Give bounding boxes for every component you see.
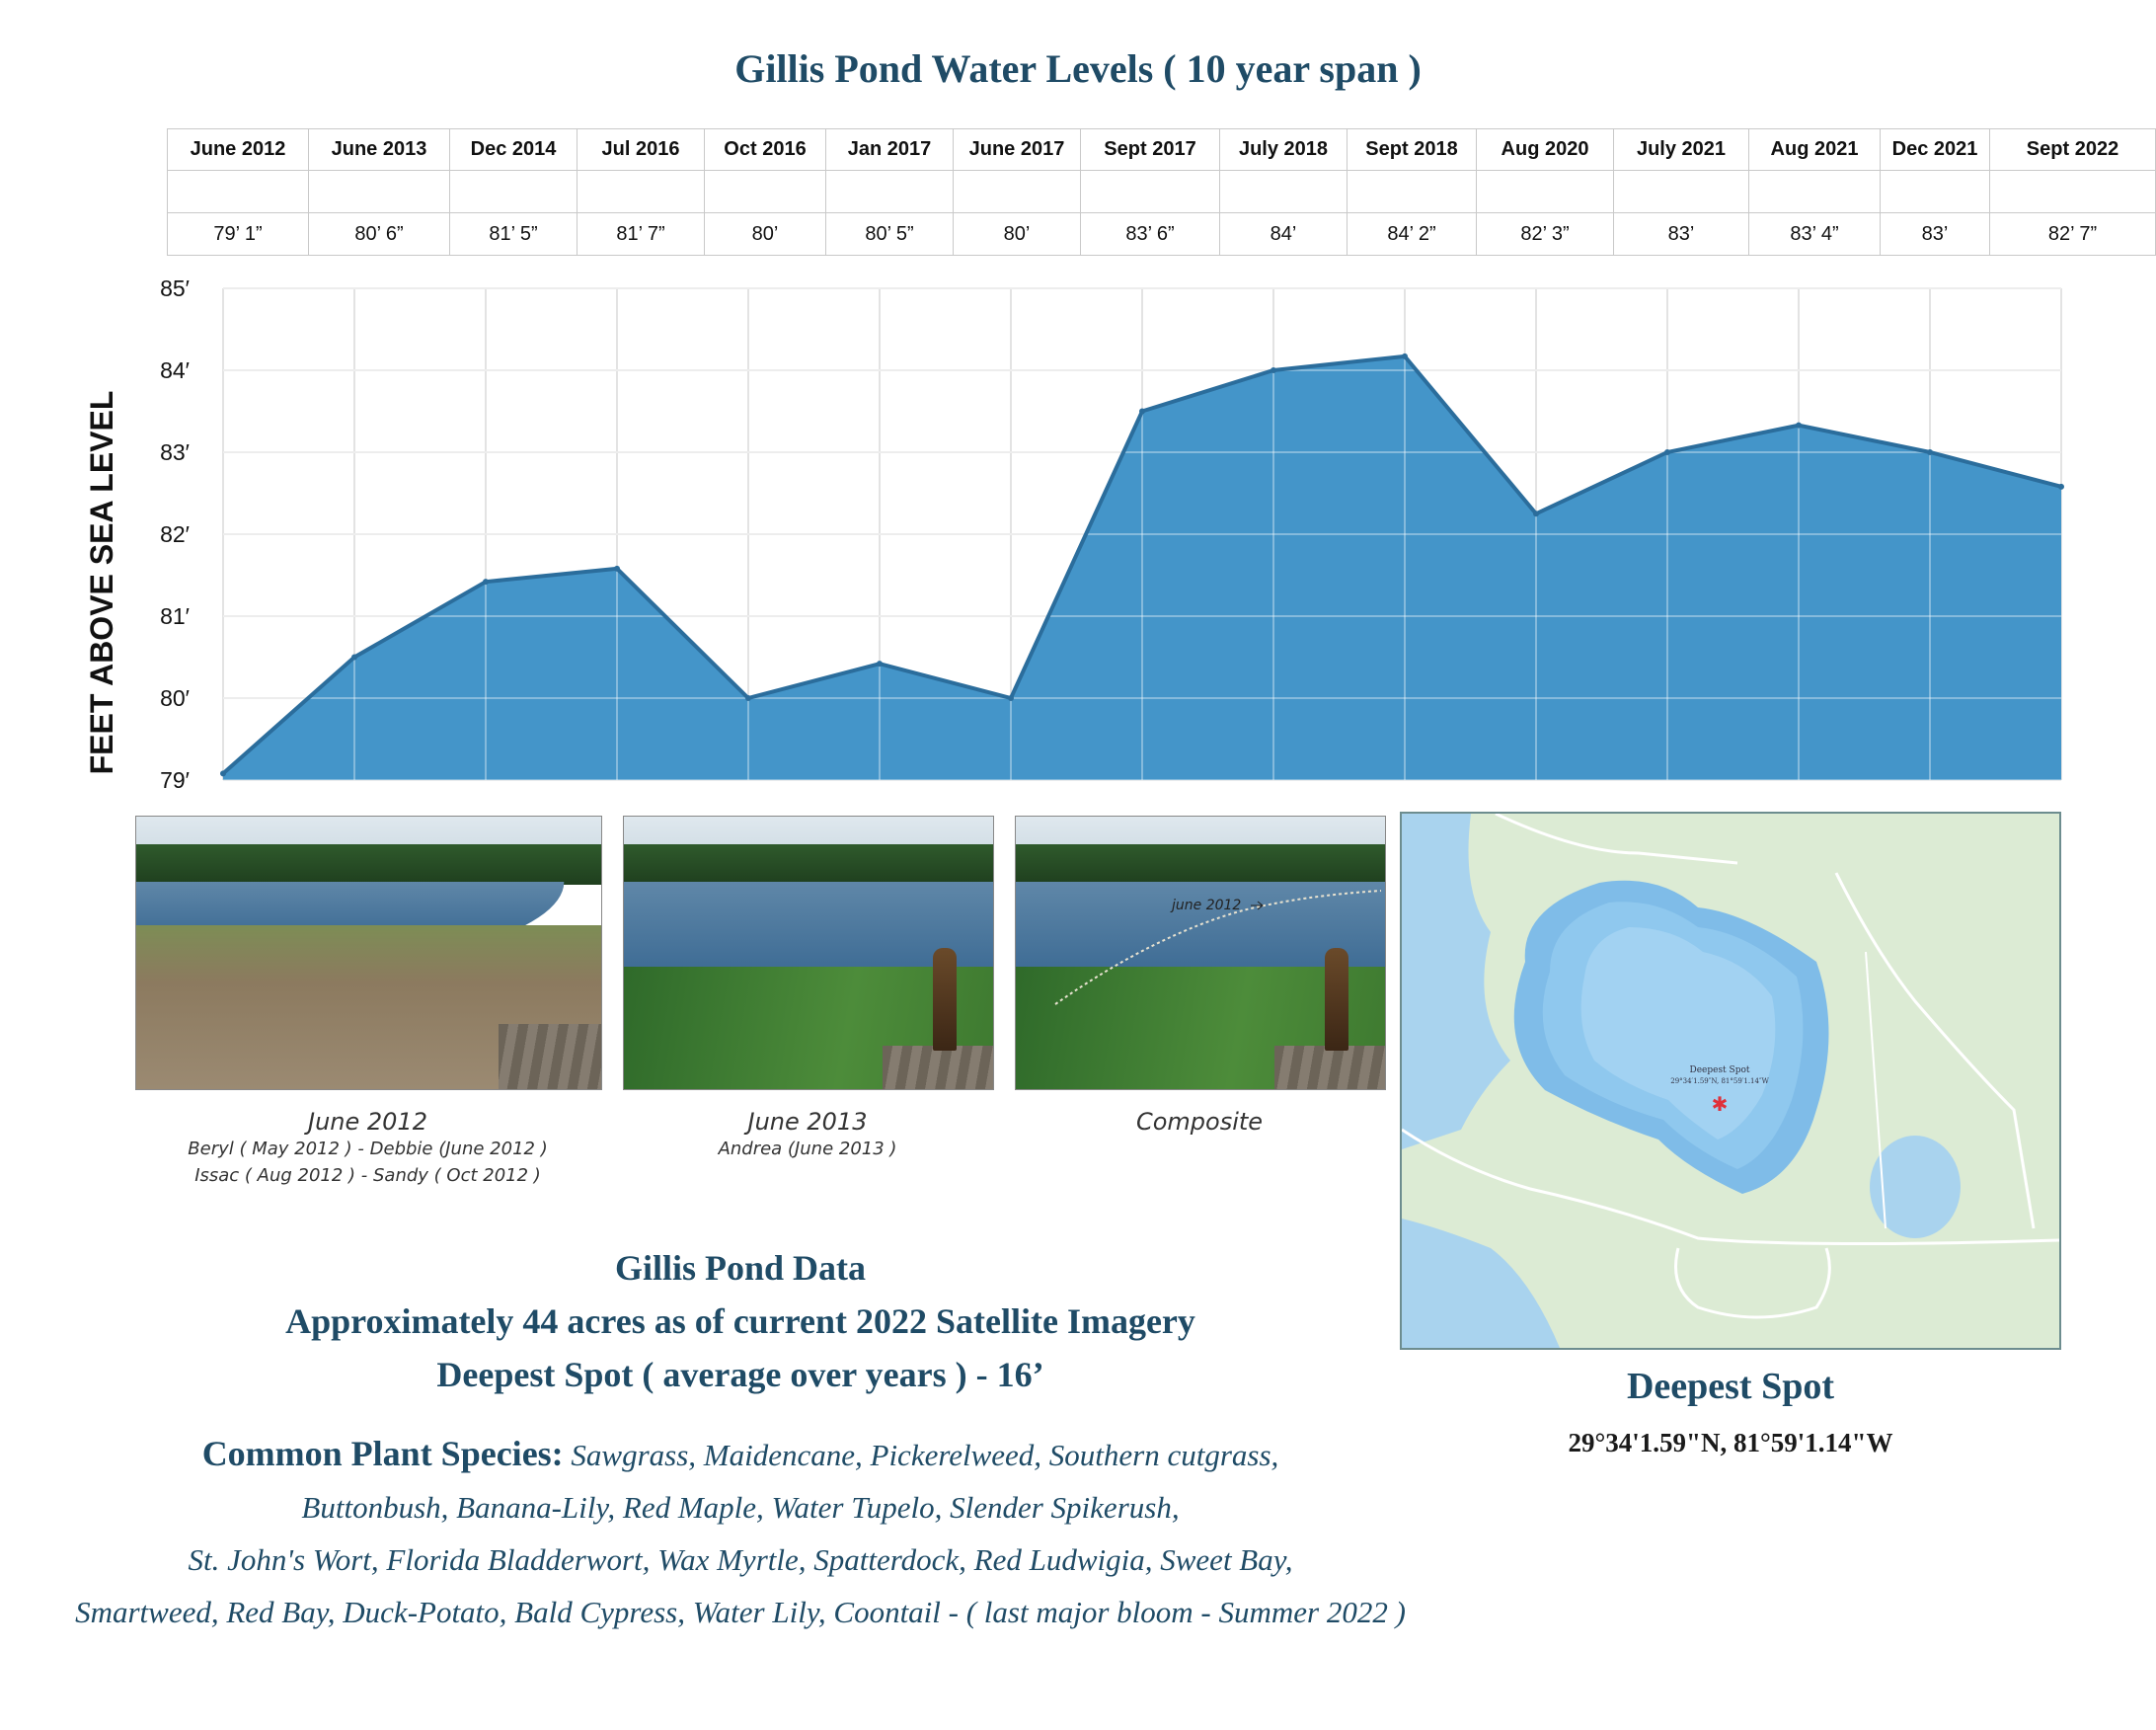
photo-composite: june 2012 <box>1015 816 1386 1090</box>
table-level-cell: 82’ 3” <box>1476 212 1614 256</box>
data-point <box>1008 695 1014 701</box>
table-level-cell: 84’ <box>1219 212 1348 256</box>
pond-acres: Approximately 44 acres as of current 202… <box>285 1301 1195 1341</box>
photo-june-2012 <box>135 816 602 1090</box>
table-empty-cell <box>825 170 954 213</box>
table-level-cell: 84’ 2” <box>1347 212 1477 256</box>
table-empty-cell <box>1613 170 1749 213</box>
data-point <box>220 770 226 777</box>
table-level-cell: 81’ 5” <box>449 212 578 256</box>
data-point <box>1796 422 1802 429</box>
pond-data-heading: Gillis Pond Data <box>614 1248 867 1288</box>
pond-depth-map: Deepest Spot 29°34′1.59″N, 81°59′1.14″W … <box>1400 812 2061 1350</box>
table-date-cell: Sept 2018 <box>1347 128 1477 171</box>
data-point <box>483 579 489 586</box>
plants-line-3: St. John's Wort, Florida Bladderwort, Wa… <box>188 1542 1293 1577</box>
table-empty-cell <box>704 170 826 213</box>
photo-caption-june-2012: June 2012 Beryl ( May 2012 ) - Debbie (J… <box>188 1108 548 1186</box>
y-tick-label: 82′ <box>160 521 190 547</box>
table-level-cell: 79’ 1” <box>167 212 309 256</box>
table-date-cell: June 2012 <box>167 128 309 171</box>
y-axis-label: FEET ABOVE SEA LEVEL <box>84 391 119 775</box>
chart-title: Gillis Pond Water Levels ( 10 year span … <box>734 46 1422 91</box>
deepest-spot-coords: 29°34'1.59"N, 81°59'1.14"W <box>1568 1428 1893 1457</box>
data-point <box>1533 511 1539 517</box>
table-level-cell: 83’ <box>1880 212 1990 256</box>
data-point <box>877 661 883 668</box>
area-series <box>220 287 2064 781</box>
water-level-area-chart: 79′ 80′ 81′ 82′ 83′ 84′ 85′ FEET ABOVE SEA LEV… <box>84 275 2064 793</box>
table-level-cell: 80’ <box>953 212 1081 256</box>
composite-outline: june 2012 <box>1054 890 1382 1005</box>
table-level-cell: 80’ 5” <box>825 212 954 256</box>
table-date-cell: Sept 2022 <box>1989 128 2156 171</box>
table-date-cell: Oct 2016 <box>704 128 826 171</box>
table-level-cell: 82’ 7” <box>1989 212 2156 256</box>
photo-june-2013 <box>623 816 994 1090</box>
deepest-spot-marker-icon: ✱ <box>1712 1094 1729 1116</box>
data-point <box>1402 353 1408 359</box>
table-date-cell: Jan 2017 <box>825 128 954 171</box>
map-deepest-label: Deepest Spot <box>1689 1065 1749 1075</box>
table-date-cell: July 2018 <box>1219 128 1348 171</box>
photo-caption-june-2013: June 2013 Andrea (June 2013 ) <box>718 1108 897 1159</box>
data-point <box>1927 449 1933 455</box>
water-level-table: June 2012 June 2013 Dec 2014 Jul 2016 Oct 20… <box>167 128 2156 256</box>
table-date-cell: Aug 2021 <box>1748 128 1881 171</box>
table-empty-cell <box>167 170 309 213</box>
data-point <box>614 565 620 572</box>
table-date-cell: Dec 2014 <box>449 128 578 171</box>
table-empty-cell <box>1219 170 1348 213</box>
y-tick-label: 81′ <box>160 603 190 629</box>
plants-heading: Common Plant Species: <box>201 1434 564 1473</box>
table-level-cell: 80’ <box>704 212 826 256</box>
y-tick-label: 85′ <box>160 275 190 301</box>
table-level-cell: 83’ 6” <box>1080 212 1220 256</box>
plants-line-2: Buttonbush, Banana-Lily, Red Maple, Wate… <box>301 1490 1180 1525</box>
photo-caption-composite: Composite <box>1135 1108 1264 1136</box>
data-point <box>351 654 357 661</box>
y-tick-label: 79′ <box>160 767 190 793</box>
data-point <box>1139 408 1145 415</box>
table-empty-cell <box>1880 170 1990 213</box>
data-point <box>1270 367 1276 373</box>
y-tick-label: 84′ <box>160 357 190 383</box>
plants-line-4: Smartweed, Red Bay, Duck-Potato, Bald Cy… <box>75 1595 1406 1629</box>
table-date-cell: June 2017 <box>953 128 1081 171</box>
y-axis: 79′ 80′ 81′ 82′ 83′ 84′ 85′ <box>160 275 190 793</box>
y-tick-label: 83′ <box>160 439 190 465</box>
plant-species: Common Plant Species: Sawgrass, Maidenca… <box>59 1428 1422 1638</box>
table-date-cell: Aug 2020 <box>1476 128 1614 171</box>
table-date-cell: Dec 2021 <box>1880 128 1990 171</box>
table-empty-cell <box>577 170 705 213</box>
plants-line-1: Sawgrass, Maidencane, Pickerelweed, Sout… <box>571 1438 1279 1472</box>
y-tick-label: 80′ <box>160 685 190 711</box>
data-point <box>1664 449 1670 455</box>
table-level-cell: 80’ 6” <box>308 212 450 256</box>
table-level-cell: 81’ 7” <box>577 212 705 256</box>
table-date-cell: June 2013 <box>308 128 450 171</box>
pond-depth: Deepest Spot ( average over years ) - 16… <box>436 1355 1044 1394</box>
deepest-spot-title: Deepest Spot <box>1626 1366 1835 1407</box>
map-deepest-coords: 29°34′1.59″N, 81°59′1.14″W <box>1670 1077 1769 1085</box>
table-empty-cell <box>1080 170 1220 213</box>
data-point <box>745 695 751 701</box>
data-point <box>2058 483 2064 490</box>
table-date-cell: July 2021 <box>1613 128 1749 171</box>
table-level-cell: 83’ 4” <box>1748 212 1881 256</box>
area-fill <box>223 355 2061 780</box>
table-empty-cell <box>449 170 578 213</box>
composite-overlay-label: june 2012 <box>1170 898 1241 913</box>
